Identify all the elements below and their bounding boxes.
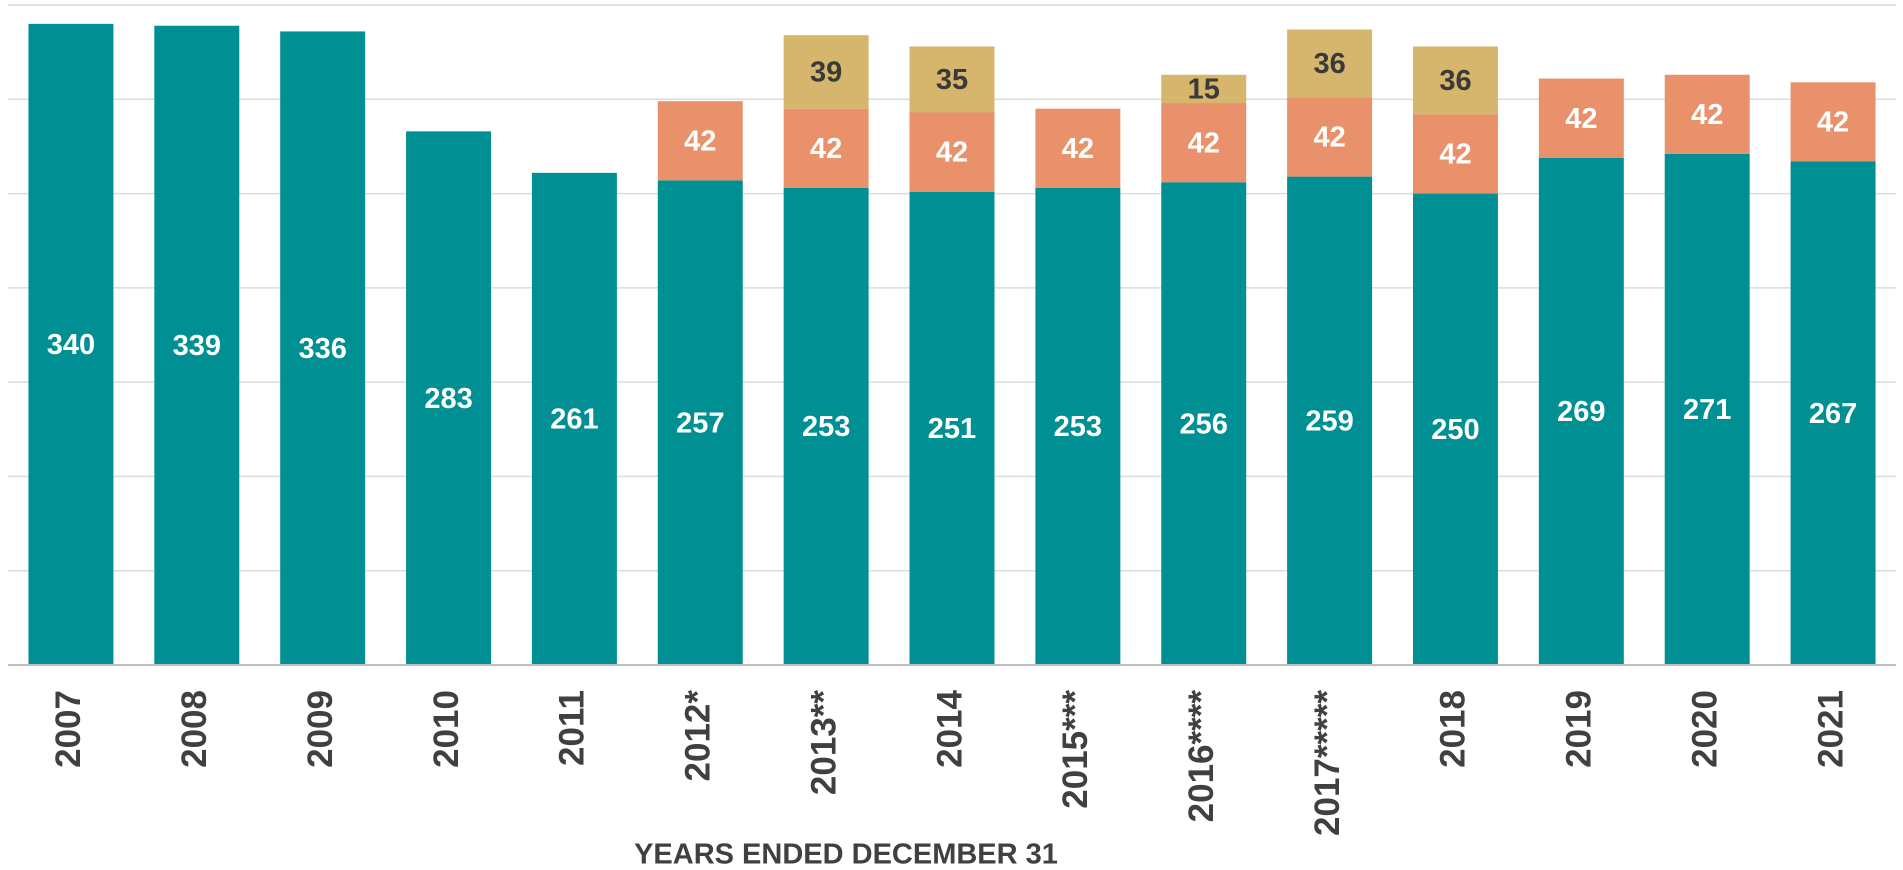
bar-segment [783, 187, 869, 665]
data-label: 271 [1683, 394, 1731, 426]
bar-segment [1538, 157, 1624, 665]
data-label: 251 [928, 413, 976, 445]
bar-segment [154, 25, 240, 665]
data-label: 42 [1313, 122, 1345, 154]
x-tick-label: 2020 [1685, 690, 1724, 768]
bar-segment [1412, 46, 1498, 115]
data-label: 42 [1439, 139, 1471, 171]
data-label: 42 [1691, 99, 1723, 131]
data-label: 42 [810, 133, 842, 165]
data-label: 269 [1557, 396, 1605, 428]
bar-segment [406, 131, 492, 666]
data-label: 36 [1313, 48, 1345, 80]
bar-segment [1664, 153, 1750, 665]
bar-segment [909, 112, 995, 192]
x-tick-label: 2014 [930, 689, 969, 767]
data-label: 253 [802, 411, 850, 443]
data-label: 15 [1188, 74, 1220, 106]
bar-segment [1538, 78, 1624, 158]
x-tick-label: 2013** [804, 690, 843, 795]
data-label: 42 [1817, 107, 1849, 139]
data-label: 267 [1809, 398, 1857, 430]
x-tick-label: 2017***** [1308, 690, 1347, 836]
bar-segment [1790, 82, 1876, 162]
data-label: 336 [298, 333, 346, 365]
bar-segment [1790, 161, 1876, 665]
data-label: 256 [1180, 408, 1228, 440]
x-tick-label: 2021 [1811, 690, 1850, 768]
data-label: 261 [550, 404, 598, 436]
x-tick-label: 2015*** [1056, 690, 1095, 809]
bar-segment [1035, 108, 1121, 188]
data-label: 42 [1565, 103, 1597, 135]
bar-segment [1287, 29, 1373, 98]
data-label: 39 [810, 57, 842, 89]
bar-segment [531, 172, 617, 666]
bar-segment [657, 180, 743, 665]
x-tick-label: 2011 [553, 690, 592, 766]
data-label: 36 [1439, 65, 1471, 97]
data-label: 259 [1305, 405, 1353, 437]
x-axis-title: YEARS ENDED DECEMBER 31 [634, 839, 1058, 870]
data-label: 42 [936, 137, 968, 169]
bar-segment [783, 35, 869, 109]
data-label: 42 [1062, 133, 1094, 165]
x-tick-label: 2016**** [1182, 690, 1221, 823]
x-tick-label: 2018 [1434, 690, 1473, 768]
data-label: 340 [47, 329, 95, 361]
bar-segment [1412, 114, 1498, 194]
bar-segment [280, 31, 366, 665]
x-tick-label: 2019 [1560, 690, 1599, 768]
bar-segment [783, 108, 869, 188]
data-label: 283 [424, 383, 472, 415]
bar-segment [909, 191, 995, 665]
x-tick-label: 2009 [301, 690, 340, 768]
x-tick-label: 2012* [679, 690, 718, 782]
x-tick-label: 2010 [427, 690, 466, 768]
bar-segment [1161, 74, 1247, 104]
data-label: 339 [173, 330, 221, 362]
data-label: 42 [684, 125, 716, 157]
data-label: 257 [676, 407, 724, 439]
bar-segment [1287, 176, 1373, 665]
bar-segment [1161, 103, 1247, 183]
bar-segment [1035, 187, 1121, 665]
bar-segment [1664, 74, 1750, 154]
x-tick-label: 2007 [49, 690, 88, 768]
x-tick-label: 2008 [175, 690, 214, 768]
data-label: 253 [1054, 411, 1102, 443]
bar-segment [1412, 193, 1498, 666]
bar-segment [1287, 97, 1373, 177]
bar-segment [1161, 182, 1247, 665]
bar-segment [28, 23, 114, 666]
bar-segment [657, 101, 743, 181]
data-label: 250 [1431, 414, 1479, 446]
data-label: 42 [1188, 127, 1220, 159]
bar-segment [909, 46, 995, 113]
data-label: 35 [936, 64, 968, 96]
